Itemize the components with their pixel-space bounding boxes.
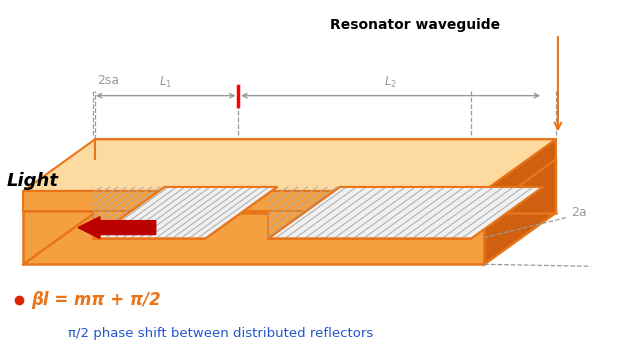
- Text: π/2 phase shift between distributed reflectors: π/2 phase shift between distributed refl…: [68, 327, 373, 340]
- Text: Resonator waveguide: Resonator waveguide: [329, 18, 500, 32]
- Polygon shape: [23, 139, 556, 191]
- FancyArrow shape: [78, 217, 155, 239]
- Text: βl = mπ + π/2: βl = mπ + π/2: [31, 291, 161, 309]
- Polygon shape: [23, 211, 484, 264]
- Polygon shape: [23, 191, 484, 211]
- Text: $L_2$: $L_2$: [384, 74, 397, 90]
- Polygon shape: [93, 211, 205, 239]
- Polygon shape: [484, 159, 556, 264]
- Polygon shape: [93, 187, 277, 239]
- Polygon shape: [268, 187, 543, 239]
- Text: Light: Light: [6, 172, 58, 190]
- Polygon shape: [268, 211, 471, 239]
- Text: 2sa: 2sa: [97, 74, 119, 87]
- Polygon shape: [23, 159, 556, 211]
- Text: $L_1$: $L_1$: [159, 74, 172, 90]
- Polygon shape: [484, 139, 556, 211]
- Text: 2a: 2a: [571, 206, 586, 219]
